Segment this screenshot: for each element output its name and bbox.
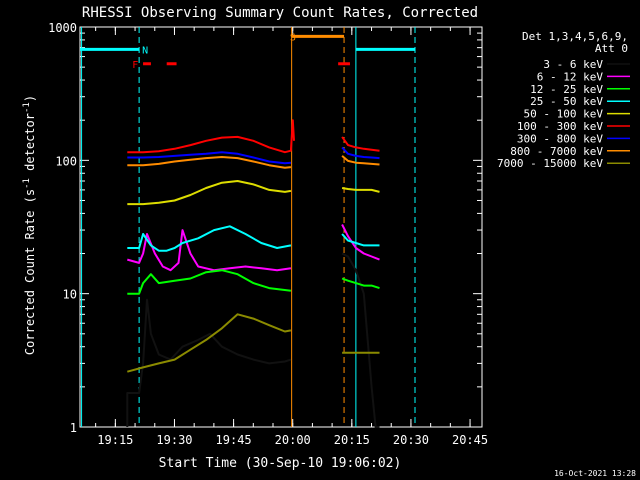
- legend-entry-label: 3 - 6 keV: [543, 58, 603, 71]
- flag-label-n: N: [142, 45, 148, 56]
- legend-entry-label: 6 - 12 keV: [537, 70, 604, 83]
- series-0: [126, 252, 380, 428]
- series-7: [127, 155, 380, 169]
- x-tick-label: 20:30: [393, 433, 429, 447]
- legend-entry-label: 7000 - 15000 keV: [497, 157, 603, 170]
- series-6: [127, 146, 380, 165]
- legend-entry-label: 100 - 300 keV: [517, 120, 603, 133]
- series-5: [127, 119, 380, 154]
- legend-header: Det 1,3,4,5,6,9,: [522, 30, 628, 43]
- x-tick-label: 19:45: [216, 433, 252, 447]
- y-label-sup2: -1: [22, 102, 32, 113]
- series-line: [127, 180, 292, 206]
- y-tick-label: 10: [63, 288, 77, 302]
- plot-frame: [79, 26, 483, 428]
- series-line: [341, 277, 380, 290]
- series-line: [126, 298, 292, 427]
- series-line: [127, 313, 292, 373]
- x-tick-label: 19:30: [156, 433, 192, 447]
- y-label-end: ): [23, 95, 37, 102]
- chart-title: RHESSI Observing Summary Count Rates, Co…: [82, 5, 478, 21]
- series-2: [127, 269, 380, 295]
- flag-label-f: F: [132, 60, 138, 71]
- x-axis-label: Start Time (30-Sep-10 19:06:02): [159, 456, 402, 471]
- x-tick-label: 20:15: [334, 433, 370, 447]
- legend-entry-label: 800 - 7000 keV: [510, 145, 603, 158]
- series-line: [127, 229, 292, 272]
- y-label-sup1: -1: [22, 178, 32, 189]
- series-line: [341, 252, 380, 428]
- series-line: [127, 269, 292, 295]
- y-label-mid: detector: [23, 113, 37, 178]
- x-tick-label: 20:45: [452, 433, 488, 447]
- series-3: [127, 225, 380, 252]
- legend-entry-label: 25 - 50 keV: [530, 95, 603, 108]
- legend-attenuator: Att 0: [595, 42, 628, 55]
- series-line: [127, 151, 291, 165]
- series-8: [127, 313, 380, 373]
- legend-entry-label: 12 - 25 keV: [530, 83, 603, 96]
- flag-label-s: S: [290, 32, 296, 43]
- series-line: [127, 119, 295, 154]
- series-line: [341, 187, 380, 193]
- series-line: [127, 156, 291, 169]
- y-tick-label: 1000: [48, 21, 77, 35]
- x-tick-label: 19:15: [97, 433, 133, 447]
- series-line: [341, 233, 380, 247]
- series-line: [341, 224, 380, 261]
- series-line: [341, 155, 380, 166]
- y-tick-label: 100: [55, 154, 77, 168]
- series-line: [341, 146, 380, 160]
- series-line: [341, 136, 380, 152]
- series-4: [127, 180, 380, 206]
- y-label-main: Corrected Count Rate (s: [23, 189, 37, 355]
- footer-timestamp: 16-Oct-2021 13:28: [554, 469, 636, 478]
- x-tick-label: 20:00: [275, 433, 311, 447]
- y-tick-label: 1: [70, 421, 77, 435]
- series-line: [127, 225, 292, 252]
- legend-entry-label: 50 - 100 keV: [524, 108, 604, 121]
- plot-area: 19:15 19:30 19:45 20:00 20:15 20:30 20:45 1 10 10…: [48, 21, 488, 447]
- legend-entry-label: 300 - 800 keV: [517, 132, 603, 145]
- series-1: [127, 224, 380, 272]
- y-axis-label: Corrected Count Rate (s-1 detector-1): [22, 95, 37, 355]
